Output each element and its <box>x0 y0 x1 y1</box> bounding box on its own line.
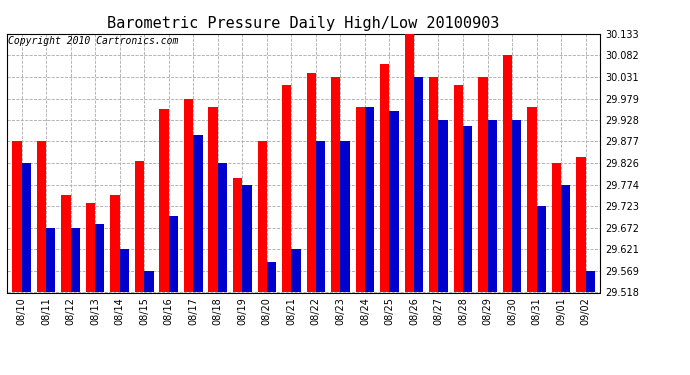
Bar <box>389 111 399 292</box>
Bar <box>95 224 104 292</box>
Bar <box>135 161 144 292</box>
Text: Copyright 2010 Cartronics.com: Copyright 2010 Cartronics.com <box>8 36 179 46</box>
Bar <box>169 216 178 292</box>
Bar <box>70 228 80 292</box>
Bar <box>331 76 340 292</box>
Bar <box>527 106 537 292</box>
Bar <box>242 185 252 292</box>
Bar <box>463 126 472 292</box>
Bar <box>46 228 55 292</box>
Bar <box>552 163 561 292</box>
Bar <box>478 76 488 292</box>
Bar <box>119 249 129 292</box>
Bar <box>282 86 291 292</box>
Bar <box>144 271 154 292</box>
Bar <box>438 120 448 292</box>
Bar <box>365 106 374 292</box>
Bar <box>453 86 463 292</box>
Bar <box>184 99 193 292</box>
Bar <box>218 163 227 292</box>
Bar <box>267 262 276 292</box>
Bar <box>503 55 512 292</box>
Bar <box>316 141 325 292</box>
Bar <box>488 120 497 292</box>
Bar <box>512 120 522 292</box>
Bar <box>414 76 423 292</box>
Bar <box>61 195 70 292</box>
Bar <box>110 195 119 292</box>
Bar <box>404 34 414 292</box>
Bar <box>586 271 595 292</box>
Bar <box>429 76 438 292</box>
Bar <box>208 106 218 292</box>
Bar <box>12 141 21 292</box>
Bar <box>291 249 301 292</box>
Bar <box>86 203 95 292</box>
Bar <box>37 141 46 292</box>
Bar <box>576 157 586 292</box>
Bar <box>233 178 242 292</box>
Bar <box>193 135 203 292</box>
Bar <box>21 163 31 292</box>
Bar <box>306 73 316 292</box>
Bar <box>257 141 267 292</box>
Bar <box>561 185 571 292</box>
Bar <box>340 141 350 292</box>
Bar <box>159 109 169 292</box>
Title: Barometric Pressure Daily High/Low 20100903: Barometric Pressure Daily High/Low 20100… <box>108 16 500 31</box>
Bar <box>380 64 389 292</box>
Bar <box>537 206 546 292</box>
Bar <box>355 106 365 292</box>
